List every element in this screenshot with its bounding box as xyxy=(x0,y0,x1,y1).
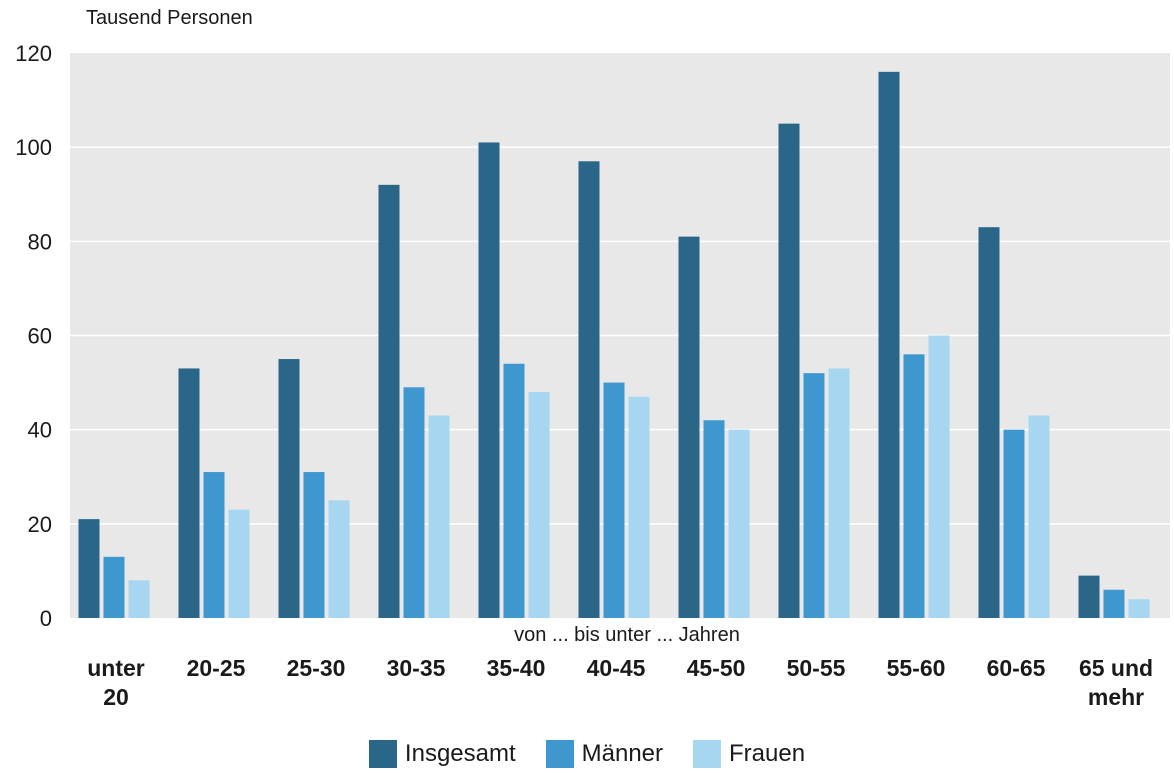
x-tick-label: 65 und mehr xyxy=(1079,655,1153,710)
bar-m-nner xyxy=(403,387,425,618)
bar-frauen xyxy=(528,392,550,618)
bar-insgesamt xyxy=(378,184,400,619)
x-tick-label: 55-60 xyxy=(887,655,946,681)
x-tick-label: 60-65 xyxy=(987,655,1046,681)
bar-m-nner xyxy=(703,420,725,618)
bar-m-nner xyxy=(1103,589,1125,618)
bar-m-nner xyxy=(903,354,925,618)
y-tick-label: 60 xyxy=(28,324,52,349)
y-tick-label: 0 xyxy=(40,606,52,631)
legend-item: Frauen xyxy=(693,740,805,768)
legend-item: Männer xyxy=(545,740,664,768)
x-tick-label: 45-50 xyxy=(687,655,746,681)
bar-frauen xyxy=(1128,599,1150,618)
x-tick-label: 25-30 xyxy=(287,655,346,681)
x-tick-label: 30-35 xyxy=(387,655,446,681)
legend-swatch xyxy=(693,740,722,768)
bar-insgesamt xyxy=(278,359,300,618)
bar-insgesamt xyxy=(778,123,800,618)
bar-frauen xyxy=(628,396,650,618)
bar-insgesamt xyxy=(1078,575,1100,618)
bar-m-nner xyxy=(1003,429,1025,618)
x-tick-label: 20-25 xyxy=(187,655,246,681)
bar-insgesamt xyxy=(578,161,600,618)
bar-frauen xyxy=(328,500,350,618)
bar-m-nner xyxy=(803,373,825,618)
bar-insgesamt xyxy=(478,142,500,619)
bar-frauen xyxy=(1028,415,1050,618)
y-tick-label: 80 xyxy=(28,229,52,254)
y-tick-label: 100 xyxy=(15,135,52,160)
y-unit-label: Tausend Personen xyxy=(86,7,253,29)
bar-frauen xyxy=(928,335,950,618)
bar-insgesamt xyxy=(678,236,700,618)
bar-m-nner xyxy=(503,363,525,618)
bar-insgesamt xyxy=(978,227,1000,619)
bar-frauen xyxy=(428,415,450,618)
legend-label: Insgesamt xyxy=(404,740,516,767)
x-tick-label: 35-40 xyxy=(487,655,546,681)
legend-label: Männer xyxy=(581,740,664,767)
legend-item: Insgesamt xyxy=(368,740,516,768)
legend-swatch xyxy=(368,740,397,768)
bar-frauen xyxy=(728,429,750,618)
bar-insgesamt xyxy=(878,71,900,619)
legend-label: Frauen xyxy=(729,740,806,767)
bar-m-nner xyxy=(103,556,125,618)
x-axis-caption: von ... bis unter ... Jahren xyxy=(514,624,740,646)
bar-insgesamt xyxy=(78,519,100,618)
bar-insgesamt xyxy=(178,368,200,618)
y-tick-label: 40 xyxy=(28,418,52,443)
y-tick-label: 120 xyxy=(15,41,52,66)
bar-frauen xyxy=(828,368,850,618)
bar-m-nner xyxy=(603,382,625,618)
x-tick-label: 40-45 xyxy=(587,655,646,681)
legend: Insgesamt Männer Frauen xyxy=(0,740,1174,768)
x-tick-label: 50-55 xyxy=(787,655,846,681)
bar-m-nner xyxy=(303,472,325,618)
y-tick-label: 20 xyxy=(28,512,52,537)
bar-m-nner xyxy=(203,472,225,618)
legend-swatch xyxy=(545,740,574,768)
bar-frauen xyxy=(128,580,150,618)
bar-frauen xyxy=(228,509,250,618)
x-tick-label: unter 20 xyxy=(87,655,145,710)
